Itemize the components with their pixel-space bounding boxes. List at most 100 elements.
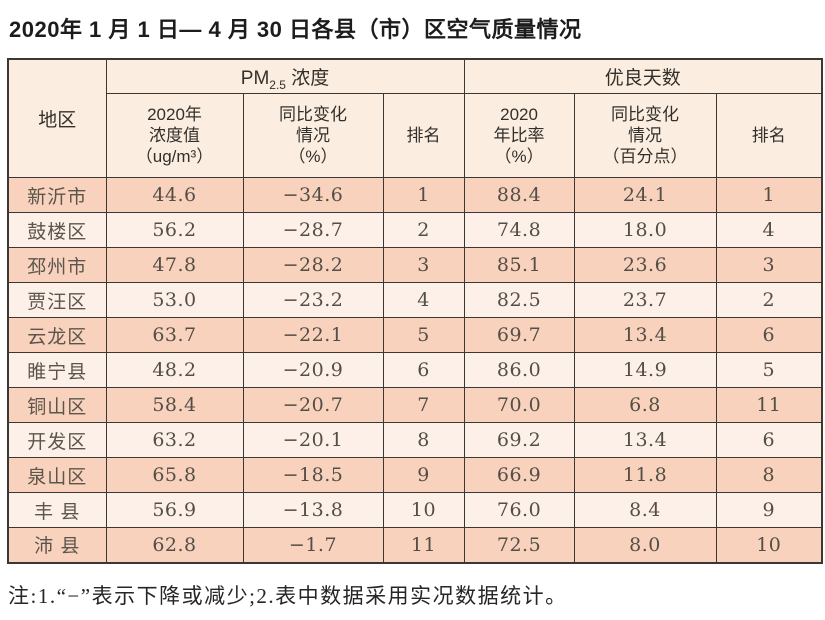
region-cell: 睢宁县 xyxy=(7,352,107,388)
region-cell: 丰 县 xyxy=(7,492,107,528)
pm-change-cell: −1.7 xyxy=(242,527,384,563)
days-change-cell: 18.0 xyxy=(573,212,717,248)
pm-change-cell: −23.2 xyxy=(242,282,384,318)
region-cell: 云龙区 xyxy=(7,317,107,353)
days-rank-cell: 9 xyxy=(715,492,823,528)
region-cell: 铜山区 xyxy=(7,387,107,423)
header-pm-value: 2020年 浓度值 （ug/m³） xyxy=(105,93,244,178)
pm-value-cell: 65.8 xyxy=(105,457,244,493)
pm-value-cell: 47.8 xyxy=(105,247,244,283)
pm-rank-cell: 2 xyxy=(382,212,465,248)
pm-change-cell: −18.5 xyxy=(242,457,384,493)
table-row: 铜山区 58.4 −20.7 7 70.0 6.8 11 xyxy=(7,387,823,423)
days-rank-cell: 1 xyxy=(715,177,823,213)
header-days-change: 同比变化 情况 （百分点） xyxy=(573,93,717,178)
days-rate-cell: 86.0 xyxy=(463,352,575,388)
days-change-cell: 14.9 xyxy=(573,352,717,388)
pm-value-cell: 48.2 xyxy=(105,352,244,388)
days-change-cell: 24.1 xyxy=(573,177,717,213)
days-rate-cell: 85.1 xyxy=(463,247,575,283)
pm-rank-cell: 6 xyxy=(382,352,465,388)
days-rank-cell: 11 xyxy=(715,387,823,423)
days-change-cell: 13.4 xyxy=(573,317,717,353)
header-days-rank: 排名 xyxy=(715,93,823,178)
header-pm-change: 同比变化 情况 （%） xyxy=(242,93,384,178)
days-rate-cell: 82.5 xyxy=(463,282,575,318)
days-rate-cell: 88.4 xyxy=(463,177,575,213)
region-cell: 开发区 xyxy=(7,422,107,458)
days-rate-cell: 66.9 xyxy=(463,457,575,493)
pm-value-cell: 62.8 xyxy=(105,527,244,563)
days-change-cell: 11.8 xyxy=(573,457,717,493)
pm-change-cell: −13.8 xyxy=(242,492,384,528)
table-row: 泉山区 65.8 −18.5 9 66.9 11.8 8 xyxy=(7,457,823,493)
header-pm-rank: 排名 xyxy=(382,93,465,178)
days-rank-cell: 3 xyxy=(715,247,823,283)
pm-change-cell: −28.2 xyxy=(242,247,384,283)
pm-rank-cell: 3 xyxy=(382,247,465,283)
pm-value-cell: 56.9 xyxy=(105,492,244,528)
pm-value-cell: 58.4 xyxy=(105,387,244,423)
days-rank-cell: 6 xyxy=(715,422,823,458)
days-rank-cell: 5 xyxy=(715,352,823,388)
table-row: 贾汪区 53.0 −23.2 4 82.5 23.7 2 xyxy=(7,282,823,318)
header-region: 地区 xyxy=(7,58,107,178)
table-row: 云龙区 63.7 −22.1 5 69.7 13.4 6 xyxy=(7,317,823,353)
pm-rank-cell: 9 xyxy=(382,457,465,493)
pm-rank-cell: 8 xyxy=(382,422,465,458)
header-days-rate: 2020 年比率 （%） xyxy=(463,93,575,178)
table-row: 开发区 63.2 −20.1 8 69.2 13.4 6 xyxy=(7,422,823,458)
pm-subscript: 2.5 xyxy=(269,77,286,92)
table-body: 新沂市 44.6 −34.6 1 88.4 24.1 1 鼓楼区 56.2 −2… xyxy=(7,177,823,563)
pm-value-cell: 56.2 xyxy=(105,212,244,248)
header-pm-group: PM2.5 浓度 xyxy=(105,58,465,94)
days-rank-cell: 8 xyxy=(715,457,823,493)
days-rank-cell: 10 xyxy=(715,527,823,563)
pm-value-cell: 63.7 xyxy=(105,317,244,353)
region-cell: 鼓楼区 xyxy=(7,212,107,248)
days-change-cell: 8.0 xyxy=(573,527,717,563)
days-rate-cell: 70.0 xyxy=(463,387,575,423)
pm-rank-cell: 4 xyxy=(382,282,465,318)
days-rate-cell: 72.5 xyxy=(463,527,575,563)
region-cell: 贾汪区 xyxy=(7,282,107,318)
days-change-cell: 13.4 xyxy=(573,422,717,458)
days-change-cell: 23.7 xyxy=(573,282,717,318)
region-cell: 新沂市 xyxy=(7,177,107,213)
table-row: 新沂市 44.6 −34.6 1 88.4 24.1 1 xyxy=(7,177,823,213)
region-cell: 邳州市 xyxy=(7,247,107,283)
pm-change-cell: −20.1 xyxy=(242,422,384,458)
header-good-days-group: 优良天数 xyxy=(463,58,823,94)
days-rank-cell: 6 xyxy=(715,317,823,353)
footnote: 注:1.“−”表示下降或减少;2.表中数据采用实况数据统计。 xyxy=(8,583,568,608)
days-change-cell: 6.8 xyxy=(573,387,717,423)
days-rate-cell: 76.0 xyxy=(463,492,575,528)
pm-change-cell: −28.7 xyxy=(242,212,384,248)
days-change-cell: 8.4 xyxy=(573,492,717,528)
pm-change-cell: −34.6 xyxy=(242,177,384,213)
days-change-cell: 23.6 xyxy=(573,247,717,283)
days-rate-cell: 69.7 xyxy=(463,317,575,353)
table-row: 邳州市 47.8 −28.2 3 85.1 23.6 3 xyxy=(7,247,823,283)
pm-group-suffix: 浓度 xyxy=(285,68,330,89)
days-rank-cell: 2 xyxy=(715,282,823,318)
days-rate-cell: 74.8 xyxy=(463,212,575,248)
table-row: 鼓楼区 56.2 −28.7 2 74.8 18.0 4 xyxy=(7,212,823,248)
air-quality-table: 地区 PM2.5 浓度 优良天数 2020年 浓度值 （ug/m³） 同比变化 … xyxy=(7,58,824,564)
pm-change-cell: −20.7 xyxy=(242,387,384,423)
days-rate-cell: 69.2 xyxy=(463,422,575,458)
pm-value-cell: 53.0 xyxy=(105,282,244,318)
page-title: 2020年 1 月 1 日— 4 月 30 日各县（市）区空气质量情况 xyxy=(9,17,582,42)
table-row: 睢宁县 48.2 −20.9 6 86.0 14.9 5 xyxy=(7,352,823,388)
days-rank-cell: 4 xyxy=(715,212,823,248)
pm-change-cell: −22.1 xyxy=(242,317,384,353)
table-row: 丰 县 56.9 −13.8 10 76.0 8.4 9 xyxy=(7,492,823,528)
pm-rank-cell: 1 xyxy=(382,177,465,213)
table-row: 沛 县 62.8 −1.7 11 72.5 8.0 10 xyxy=(7,527,823,563)
pm-change-cell: −20.9 xyxy=(242,352,384,388)
pm-rank-cell: 10 xyxy=(382,492,465,528)
pm-group-label: PM xyxy=(240,68,270,89)
pm-rank-cell: 11 xyxy=(382,527,465,563)
pm-rank-cell: 5 xyxy=(382,317,465,353)
